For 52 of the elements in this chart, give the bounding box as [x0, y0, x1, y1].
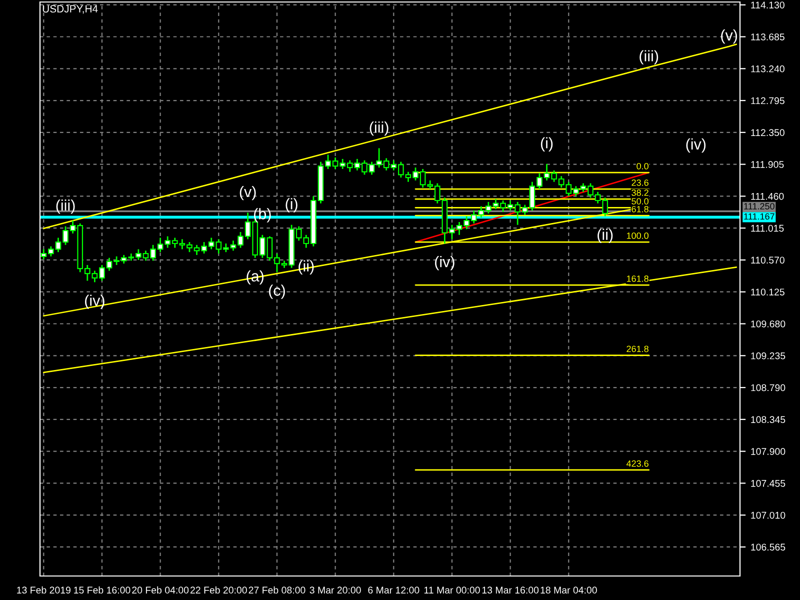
y-tick-label: 111.015 [751, 224, 784, 232]
y-tick-label: 108.790 [751, 384, 786, 392]
x-tick-label: 15 Feb 16:00 [74, 586, 130, 594]
y-tick-label: 110.570 [751, 256, 784, 264]
x-tick-label: 27 Feb 08:00 [248, 586, 306, 594]
text: (ii) [598, 228, 613, 243]
series-label: 38.2 [632, 190, 648, 196]
text: (v) [240, 186, 256, 200]
y-tick-label: 112.795 [751, 97, 784, 104]
y-tick-label: 114.130 [751, 2, 784, 8]
series-label: 61.8 [632, 206, 648, 212]
y-tick-label: 110.125 [751, 288, 784, 296]
data-label: (iii) [640, 50, 658, 64]
x-tick-label: 3 Mar 20:00 [310, 586, 361, 594]
series-label: 261.8 [626, 346, 648, 352]
x-tick-label: 22 Feb 20:00 [190, 586, 247, 594]
y-tick-label: 107.455 [751, 480, 786, 487]
x-tick-label: 20 Feb 04:00 [132, 586, 189, 594]
y-tick-label: 113.240 [751, 65, 784, 72]
text: (i) [540, 137, 553, 152]
y-tick-label: 109.680 [751, 320, 786, 328]
y-tick-label: 109.235 [751, 352, 786, 360]
series-label: 0.0 [636, 162, 648, 170]
text: (iv) [85, 294, 104, 309]
text: (c) [269, 284, 285, 299]
y-tick-label: 107.900 [751, 448, 786, 455]
text: (iii) [370, 121, 388, 136]
y-tick-label: 111.905 [751, 161, 784, 168]
ref-line-label: 111.250 [744, 203, 774, 210]
x-tick-label: 6 Mar 12:00 [368, 586, 420, 594]
y-tick-label: 107.010 [751, 512, 786, 519]
y-tick-label: 111.460 [751, 192, 784, 200]
series-label: 23.6 [632, 179, 648, 186]
text: (iii) [56, 200, 75, 214]
x-tick-label: 13 Feb 2019 [17, 586, 70, 594]
x-tick-label: 11 Mar 00:00 [424, 586, 480, 594]
y-tick-label: 108.345 [751, 416, 786, 424]
y-tick-label: 112.350 [751, 129, 784, 136]
series-label: 100.0 [626, 232, 649, 239]
series-label: 423.6 [626, 460, 648, 467]
annotation: (iv) [686, 138, 706, 153]
x-tick-label: 18 Mar 04:00 [540, 586, 597, 594]
data-label: (v) [721, 29, 738, 44]
series-label: 50.0 [632, 198, 649, 204]
text: (iv) [435, 256, 454, 270]
y-tick-label: 106.565 [751, 544, 786, 551]
text: (i) [286, 198, 298, 212]
y-tick-label: 113.685 [751, 33, 784, 40]
ref-line-label: 111.167 [744, 213, 774, 220]
chart-title: USDJPY,H4 [42, 5, 98, 14]
x-tick-label: 13 Mar 16:00 [482, 586, 539, 594]
series-label: 161.8 [626, 275, 648, 282]
